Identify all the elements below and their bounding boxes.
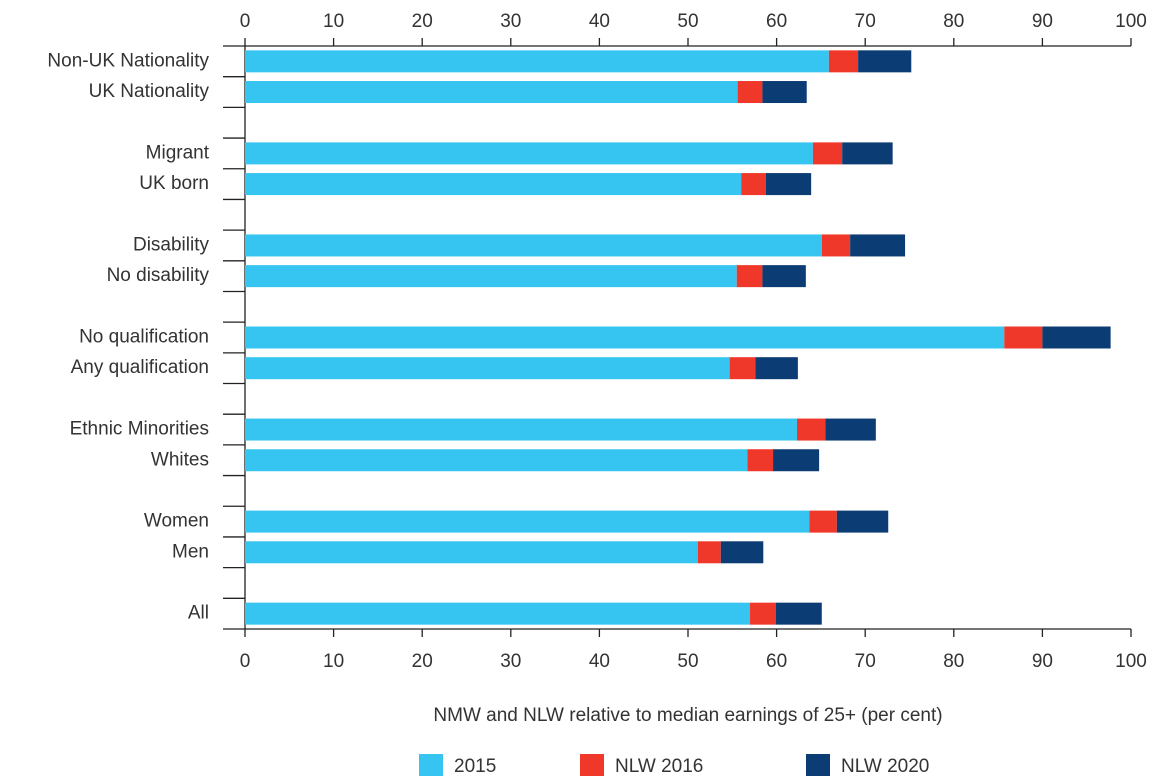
y-tick-label: Any qualification: [71, 357, 209, 378]
x-axis-label: NMW and NLW relative to median earnings …: [433, 705, 942, 726]
legend-swatch: [806, 754, 830, 776]
x-tick-label-top: 60: [766, 11, 787, 32]
x-tick-label: 10: [323, 651, 344, 672]
bar-segment: [747, 449, 774, 472]
y-tick-label: Non-UK Nationality: [47, 50, 209, 71]
bar-segment: [245, 142, 813, 165]
bar-segment: [245, 602, 751, 625]
x-tick-label: 80: [943, 651, 964, 672]
x-tick-label-top: 70: [855, 11, 876, 32]
y-tick-label: No disability: [107, 265, 210, 286]
bar-segment: [729, 357, 756, 380]
x-tick-label: 0: [240, 651, 251, 672]
x-tick-label-top: 80: [943, 11, 964, 32]
bar-segment: [245, 173, 742, 196]
x-tick-label-top: 10: [323, 11, 344, 32]
bar-segment: [809, 510, 837, 533]
x-tick-label-top: 50: [677, 11, 698, 32]
bar-segment: [828, 50, 859, 73]
bar-segment: [737, 81, 763, 104]
legend-label: NLW 2016: [615, 756, 703, 776]
bar-segment: [245, 357, 730, 380]
bar-segment: [842, 142, 893, 165]
bar-segment: [245, 326, 1005, 349]
bar-segment: [812, 142, 843, 165]
bar-segment: [245, 449, 748, 472]
x-tick-label-top: 40: [589, 11, 610, 32]
bar-segment: [821, 234, 851, 257]
x-tick-label: 30: [500, 651, 521, 672]
bar-segment: [836, 510, 889, 533]
y-tick-label: Migrant: [146, 142, 210, 163]
bar-segment: [750, 602, 776, 625]
bar-segment: [825, 418, 876, 441]
x-tick-label-top: 30: [500, 11, 521, 32]
x-tick-label: 100: [1115, 651, 1147, 672]
bar-segment: [245, 418, 797, 441]
bar-segment: [245, 81, 738, 104]
x-tick-label: 50: [677, 651, 698, 672]
bar-segment: [245, 541, 698, 564]
bar-segment: [850, 234, 906, 257]
legend-swatch: [419, 754, 443, 776]
bar-segment: [1042, 326, 1111, 349]
bar-segment: [245, 510, 810, 533]
x-tick-label: 40: [589, 651, 610, 672]
bar-segment: [765, 173, 812, 196]
bar-segment: [796, 418, 826, 441]
bar-segment: [755, 357, 798, 380]
bar-segment: [762, 265, 806, 288]
y-tick-label: UK Nationality: [89, 81, 210, 102]
y-tick-label: Ethnic Minorities: [70, 419, 209, 440]
y-tick-label: Women: [144, 511, 209, 532]
x-tick-label: 60: [766, 651, 787, 672]
x-tick-label: 70: [855, 651, 876, 672]
x-tick-label-top: 0: [240, 11, 251, 32]
bar-segment: [858, 50, 912, 73]
legend-label: 2015: [454, 756, 496, 776]
bar-segment: [720, 541, 764, 564]
bar-segment: [1004, 326, 1043, 349]
y-tick-label: No qualification: [79, 327, 209, 348]
bar-segment: [697, 541, 721, 564]
x-tick-label-top: 20: [412, 11, 433, 32]
bar-segment: [245, 265, 737, 288]
x-tick-label: 20: [412, 651, 433, 672]
bar-segment: [741, 173, 766, 196]
x-tick-label: 90: [1032, 651, 1053, 672]
bar-segment: [773, 449, 820, 472]
bar-segment: [736, 265, 763, 288]
x-tick-label-top: 90: [1032, 11, 1053, 32]
legend-swatch: [580, 754, 604, 776]
bar-segment: [245, 50, 829, 73]
y-tick-label: Disability: [133, 234, 210, 255]
y-tick-label: UK born: [139, 173, 209, 194]
bar-segment: [762, 81, 807, 104]
y-tick-label: Men: [172, 541, 209, 562]
bar-segment: [245, 234, 822, 257]
legend-label: NLW 2020: [841, 756, 929, 776]
y-tick-label: Whites: [151, 449, 209, 470]
y-tick-label: All: [188, 603, 209, 624]
bar-segment: [775, 602, 822, 625]
x-tick-label-top: 100: [1115, 11, 1147, 32]
